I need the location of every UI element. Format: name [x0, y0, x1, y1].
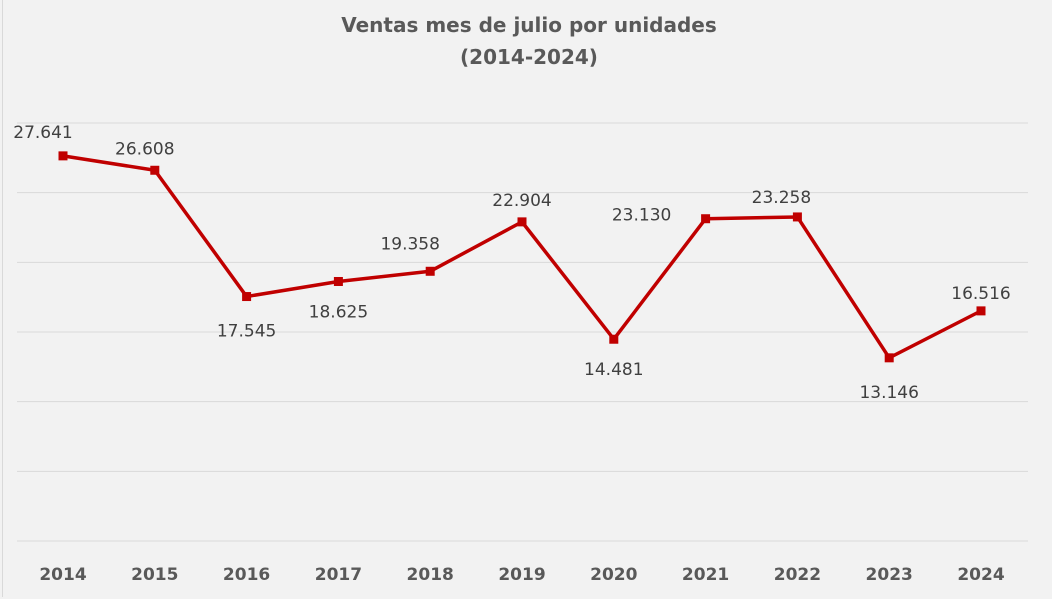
- x-tick-label: 2015: [131, 565, 178, 585]
- chart-title: Ventas mes de julio por unidades: [341, 13, 717, 37]
- data-label: 26.608: [115, 139, 174, 159]
- x-tick-label: 2014: [39, 565, 86, 585]
- data-point-marker: [58, 151, 68, 161]
- x-tick-label: 2022: [774, 565, 821, 585]
- data-label: 13.146: [859, 383, 918, 403]
- data-label: 27.641: [13, 123, 72, 143]
- x-tick-label: 2024: [957, 565, 1004, 585]
- data-point-marker: [701, 214, 711, 224]
- data-point-marker: [425, 266, 435, 276]
- data-point-marker: [242, 292, 252, 302]
- x-tick-label: 2019: [498, 565, 545, 585]
- data-point-marker: [792, 212, 802, 222]
- data-label: 14.481: [584, 360, 643, 380]
- series-line: [62, 154, 982, 360]
- data-label: 16.516: [951, 284, 1010, 304]
- chart-subtitle: (2014-2024): [460, 45, 598, 69]
- data-point-marker: [609, 334, 619, 344]
- data-point-marker: [150, 165, 160, 175]
- data-label: 22.904: [492, 191, 551, 211]
- data-point-marker: [333, 276, 343, 286]
- x-tick-label: 2017: [315, 565, 362, 585]
- data-label: 23.130: [612, 206, 671, 226]
- x-tick-label: 2021: [682, 565, 729, 585]
- x-tick-label: 2020: [590, 565, 637, 585]
- data-label: 19.358: [380, 234, 439, 254]
- data-point-marker: [884, 353, 894, 363]
- data-point-marker: [517, 217, 527, 227]
- data-label: 18.625: [309, 302, 368, 322]
- data-point-marker: [976, 306, 986, 316]
- data-label: 23.258: [752, 188, 811, 208]
- data-label: 17.545: [217, 322, 276, 342]
- x-tick-label: 2016: [223, 565, 270, 585]
- x-tick-label: 2023: [866, 565, 913, 585]
- x-tick-label: 2018: [407, 565, 454, 585]
